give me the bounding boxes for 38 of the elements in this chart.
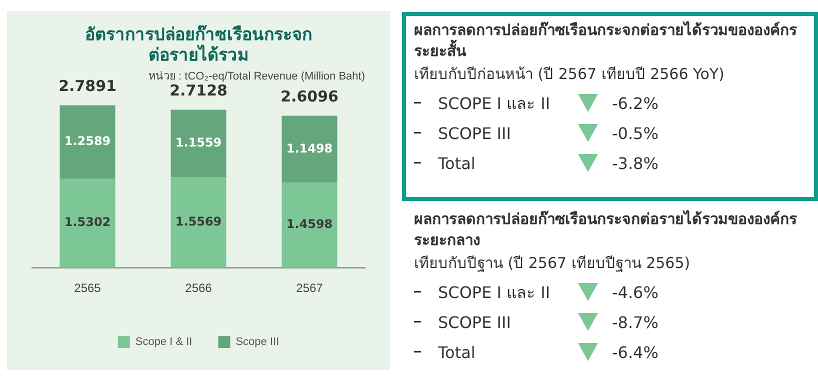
text: Total xyxy=(437,154,476,172)
text: -6.4% xyxy=(612,342,658,362)
text: เทียบกับปีฐาน (ปี 2567 เทียบปีฐาน 2565) xyxy=(414,253,692,273)
bar xyxy=(170,176,226,268)
text: Total xyxy=(437,342,476,362)
text: -3.8% xyxy=(612,154,658,172)
bar xyxy=(282,116,338,183)
bar xyxy=(282,182,338,268)
text: -6.2% xyxy=(612,94,658,112)
data-label: 1.1559 xyxy=(175,135,222,150)
chart-title: อัตราการปล่อยก๊าซเรือนกระจก ต่อรายได้รวม xyxy=(85,24,312,64)
total-label: 2.7891 xyxy=(58,77,116,96)
data-label: 1.4598 xyxy=(286,217,333,232)
text: SCOPE III xyxy=(437,124,512,142)
x-tick-label: 2567 xyxy=(296,281,324,296)
data-label: 1.5569 xyxy=(175,214,222,228)
text: -8.7% xyxy=(612,312,658,332)
bar xyxy=(170,110,226,177)
chart-subtitle: หน่วย : tCO₂-eq/Total Revenue (Million Baht) xyxy=(148,70,365,82)
text: SCOPE III xyxy=(437,312,512,332)
text: -0.5% xyxy=(612,124,658,142)
data-label: 1.5302 xyxy=(64,215,111,230)
legend-label: Scope I & II xyxy=(135,336,192,348)
bar xyxy=(60,178,116,268)
legend-label: Scope III xyxy=(236,336,280,348)
text: ผลการลดการปล่อยก๊าซเรือนกระจกต่อรายได้รวมขององค์กร ระยะสั้น xyxy=(414,20,798,62)
bar xyxy=(60,105,116,179)
text: SCOPE I และ II xyxy=(437,92,552,114)
data-label: 1.1498 xyxy=(286,141,333,156)
data-label: 1.2589 xyxy=(64,134,111,148)
text: เทียบกับปีก่อนหน้า (ปี 2567 เทียบปี 2566 YoY) xyxy=(414,64,726,84)
total-label: 2.7128 xyxy=(170,82,228,100)
x-tick-label: 2566 xyxy=(185,281,212,296)
text: SCOPE I และ II xyxy=(437,282,552,304)
total-label: 2.6096 xyxy=(280,88,338,106)
text: ผลการลดการปล่อยก๊าซเรือนกระจกต่อรายได้รวมขององค์กร ระยะกลาง xyxy=(414,209,798,251)
text: -4.6% xyxy=(612,282,658,302)
x-tick-label: 2565 xyxy=(74,281,102,296)
